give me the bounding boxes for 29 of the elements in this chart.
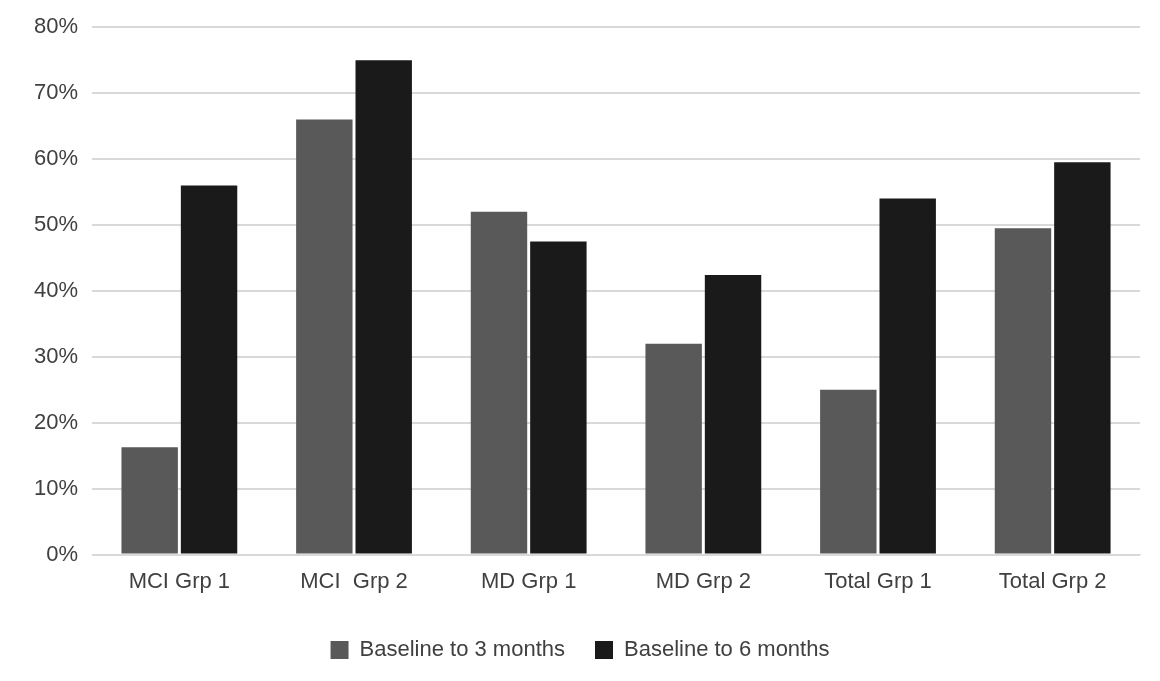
bar (994, 228, 1052, 554)
bar (470, 211, 528, 554)
x-tick-label: Total Grp 1 (824, 567, 932, 593)
y-tick-label: 80% (33, 13, 79, 39)
bar (879, 198, 936, 554)
bar (121, 447, 178, 554)
y-tick-label: 0% (46, 540, 79, 566)
legend-label: Baseline to 6 months (624, 636, 830, 662)
bar (296, 119, 353, 554)
y-tick-label: 10% (33, 474, 79, 500)
y-tick-label: 60% (33, 145, 79, 171)
y-tick-label: 40% (33, 276, 79, 302)
x-tick-label: MD Grp 1 (481, 567, 577, 593)
y-tick-label: 50% (33, 211, 79, 237)
bar (645, 343, 702, 554)
bar (1054, 162, 1111, 554)
y-tick-label: 30% (33, 342, 79, 368)
bar (355, 60, 412, 554)
legend-label: Baseline to 3 months (359, 636, 566, 662)
bar (530, 241, 587, 554)
bar (180, 185, 238, 554)
x-tick-label: Total Grp 2 (998, 567, 1107, 593)
y-tick-label: 20% (33, 408, 79, 434)
x-tick-label: MCI Grp 2 (300, 567, 408, 593)
bar (820, 389, 877, 554)
y-tick-label: 70% (33, 79, 79, 105)
x-tick-label: MCI Grp 1 (128, 567, 231, 593)
bar (704, 275, 762, 554)
x-tick-label: MD Grp 2 (655, 567, 752, 593)
